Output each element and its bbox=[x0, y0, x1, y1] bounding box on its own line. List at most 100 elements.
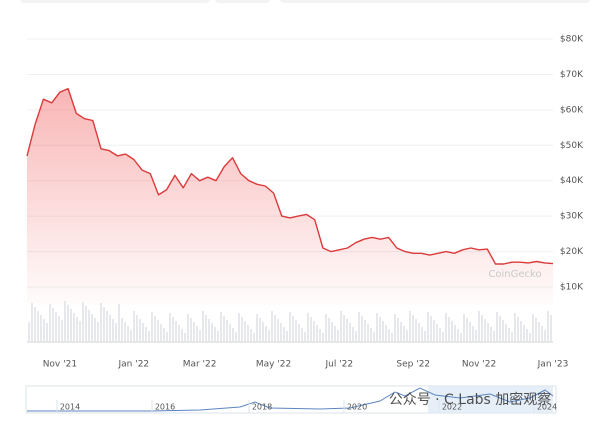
volume-bar bbox=[469, 322, 471, 341]
volume-bar bbox=[301, 328, 303, 341]
volume-bar bbox=[217, 331, 219, 341]
volume-bar bbox=[160, 324, 162, 341]
volume-bar bbox=[271, 311, 273, 341]
volume-bar bbox=[433, 320, 435, 341]
volume-bar bbox=[124, 322, 126, 341]
volume-bar bbox=[403, 326, 405, 341]
volume-bar bbox=[175, 321, 177, 341]
volume-bar bbox=[511, 332, 513, 341]
volume-bar bbox=[226, 320, 228, 341]
volume-bar bbox=[244, 321, 246, 341]
y-tick-label: $80K bbox=[560, 35, 584, 45]
volume-bar bbox=[211, 323, 213, 341]
volume-bar bbox=[319, 329, 321, 341]
volume-bar bbox=[388, 329, 390, 341]
y-tick-label: $10K bbox=[560, 282, 584, 292]
volume-bar bbox=[214, 327, 216, 341]
volume-bar bbox=[115, 323, 117, 341]
volume-bar bbox=[409, 311, 411, 341]
volume-bar bbox=[466, 318, 468, 341]
volume-bar bbox=[67, 305, 69, 341]
tab[interactable] bbox=[20, 0, 210, 3]
navigator-labels: 2014 2016 2018 2020 2022 2024 bbox=[56, 400, 557, 413]
volume-bar bbox=[367, 324, 369, 341]
volume-bar bbox=[142, 323, 144, 341]
volume-bar bbox=[31, 303, 33, 341]
volume-bar bbox=[457, 329, 459, 341]
volume-bar bbox=[61, 320, 63, 341]
volume-bar bbox=[205, 315, 207, 341]
volume-bar bbox=[253, 333, 255, 341]
navigator-label: 2024 bbox=[537, 403, 557, 412]
volume-bar bbox=[280, 323, 282, 341]
volume-bar bbox=[55, 312, 57, 341]
volume-bar bbox=[292, 316, 294, 341]
x-tick-label: Nov '21 bbox=[43, 360, 77, 370]
volume-bar bbox=[106, 311, 108, 341]
volume-bar bbox=[463, 314, 465, 341]
volume-bar bbox=[184, 333, 186, 341]
y-tick-label: $60K bbox=[560, 105, 584, 115]
volume-bar bbox=[502, 320, 504, 341]
volume-bar bbox=[517, 317, 519, 341]
volume-bar bbox=[310, 317, 312, 341]
price-line bbox=[26, 87, 554, 265]
volume-bar bbox=[109, 315, 111, 341]
volume-bar bbox=[307, 313, 309, 341]
volume-bar bbox=[523, 325, 525, 341]
volume-bar bbox=[343, 315, 345, 341]
volume-bar bbox=[475, 330, 477, 341]
volume-bar bbox=[58, 316, 60, 341]
volume-bar bbox=[148, 331, 150, 341]
volume-bar bbox=[358, 312, 360, 341]
volume-bar bbox=[550, 315, 552, 341]
tab[interactable] bbox=[215, 0, 270, 3]
volume-bar bbox=[91, 314, 93, 341]
volume-bar bbox=[265, 326, 267, 341]
navigator-selection[interactable] bbox=[428, 386, 553, 413]
volume-bar bbox=[364, 320, 366, 341]
volume-bar bbox=[166, 332, 168, 341]
volume-bar bbox=[361, 316, 363, 341]
volume-bar bbox=[121, 318, 123, 341]
tab[interactable] bbox=[280, 0, 590, 3]
volume-bar bbox=[379, 317, 381, 341]
volume-bar bbox=[334, 326, 336, 341]
volume-bar bbox=[400, 322, 402, 341]
volume-bar bbox=[295, 320, 297, 341]
volume-bar bbox=[376, 313, 378, 341]
volume-bar bbox=[421, 327, 423, 341]
volume-bar bbox=[247, 325, 249, 341]
volume-bar bbox=[52, 308, 54, 341]
volume-bar bbox=[337, 330, 339, 341]
volume-bar bbox=[481, 315, 483, 341]
volume-bar bbox=[325, 314, 327, 341]
volume-bar bbox=[43, 319, 45, 341]
volume-bar bbox=[190, 318, 192, 341]
volume-bar bbox=[151, 312, 153, 341]
volume-bar bbox=[229, 324, 231, 341]
volume-bar bbox=[136, 315, 138, 341]
volume-bar bbox=[430, 316, 432, 341]
volume-bar bbox=[250, 329, 252, 341]
volume-bar bbox=[478, 311, 480, 341]
volume-bar bbox=[103, 307, 105, 341]
volume-bar bbox=[436, 324, 438, 341]
y-tick-label: $50K bbox=[560, 141, 584, 151]
volume-bar bbox=[178, 325, 180, 341]
volume-bar bbox=[163, 328, 165, 341]
volume-bar bbox=[328, 318, 330, 341]
volume-bar bbox=[313, 321, 315, 341]
volume-bar bbox=[82, 302, 84, 341]
volume-bar bbox=[220, 312, 222, 341]
volume-bar bbox=[64, 301, 66, 341]
volume-bar bbox=[262, 322, 264, 341]
y-tick-label: $30K bbox=[560, 212, 584, 222]
volume-bar bbox=[79, 321, 81, 341]
volume-bar bbox=[391, 333, 393, 341]
volume-bar bbox=[316, 325, 318, 341]
volume-bar bbox=[49, 304, 51, 341]
navigator[interactable] bbox=[25, 385, 557, 414]
volume-bar bbox=[283, 327, 285, 341]
volume-bar bbox=[70, 309, 72, 341]
